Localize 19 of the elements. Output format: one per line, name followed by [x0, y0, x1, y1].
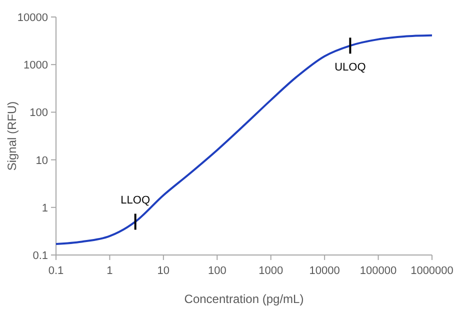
x-tick-label: 100: [208, 265, 226, 277]
x-axis-title: Concentration (pg/mL): [184, 292, 304, 306]
y-tick-label: 10: [36, 154, 48, 167]
y-tick-label: 100: [30, 107, 48, 120]
x-tick-label: 1000000: [410, 265, 454, 277]
x-tick-label: 10: [157, 265, 170, 277]
annotation: LLOQ: [120, 194, 150, 207]
y-tick-label: 1: [42, 202, 48, 214]
x-tick-label: 1: [106, 265, 113, 277]
y-axis-title: Signal (RFU): [5, 101, 19, 171]
x-tick-label: 0.1: [48, 265, 64, 277]
line-series: [55, 34, 433, 246]
x-tick-label: 100000: [360, 265, 397, 277]
x-tick-label: 1000: [258, 265, 284, 277]
y-tick-label: 10000: [17, 12, 48, 24]
y-tick-label: 1000: [24, 60, 48, 72]
x-tick-label: 10000: [309, 265, 340, 277]
y-tick-label: 0.1: [32, 250, 48, 262]
annotation: ULOQ: [334, 62, 366, 74]
